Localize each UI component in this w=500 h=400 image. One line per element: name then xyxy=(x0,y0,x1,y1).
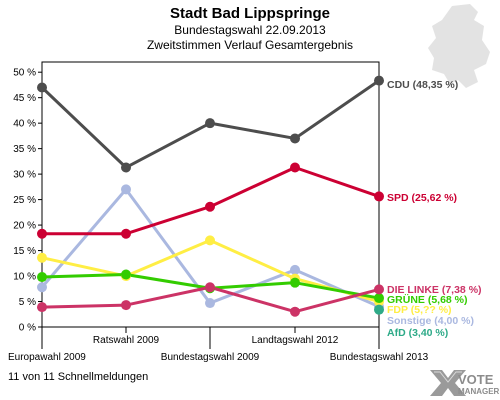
x-tick-label: Bundestagswahl 2013 xyxy=(330,352,429,363)
data-point-cdu xyxy=(37,82,47,93)
data-point-spd xyxy=(37,228,47,239)
series-label-die-linke: DIE LINKE (7,38 %) xyxy=(387,284,482,296)
data-point-gr-ne xyxy=(374,293,384,304)
x-tick-label: Europawahl 2009 xyxy=(8,352,86,363)
y-tick-label: 20 % xyxy=(13,221,36,232)
data-point-die-linke xyxy=(205,282,215,293)
data-point-die-linke xyxy=(121,300,131,311)
logo-vote-text: VOTE xyxy=(458,372,494,387)
germany-map-icon xyxy=(428,4,490,88)
page-title: Stadt Bad Lippspringe xyxy=(170,5,330,22)
series-label-fdp: FDP (5,?? %) xyxy=(387,304,452,316)
vote-manager-x-icon xyxy=(430,370,466,396)
data-point-fdp xyxy=(37,252,47,263)
data-point-afd xyxy=(374,304,384,315)
x-tick-label: Ratswahl 2009 xyxy=(93,335,160,346)
data-point-cdu xyxy=(374,75,384,86)
data-point-cdu xyxy=(121,162,131,173)
y-tick-label: 30 % xyxy=(13,170,36,181)
series-label-spd: SPD (25,62 %) xyxy=(387,192,457,204)
data-point-gr-ne xyxy=(37,272,47,283)
series-points xyxy=(37,75,384,317)
data-point-cdu xyxy=(290,133,300,144)
series-label-afd: AfD (3,40 %) xyxy=(387,327,448,339)
y-tick-label: 40 % xyxy=(13,119,36,130)
data-point-spd xyxy=(205,201,215,212)
chart-subtitle-description: Zweitstimmen Verlauf Gesamtergebnis xyxy=(147,38,353,52)
data-point-sonstige xyxy=(205,298,215,309)
logo-manager-text: MANAGER xyxy=(458,387,500,396)
x-tick-label: Landtagswahl 2012 xyxy=(252,335,339,346)
data-point-cdu xyxy=(205,118,215,129)
y-tick-label: 25 % xyxy=(13,195,36,206)
chart-subtitle-date: Bundestagswahl 22.09.2013 xyxy=(174,23,326,37)
y-tick-label: 35 % xyxy=(13,144,36,155)
data-point-fdp xyxy=(205,235,215,246)
data-point-die-linke xyxy=(37,302,47,313)
data-point-gr-ne xyxy=(290,277,300,288)
y-tick-label: 15 % xyxy=(13,246,36,257)
series-label-cdu: CDU (48,35 %) xyxy=(387,79,458,91)
y-tick-label: 50 % xyxy=(13,68,36,79)
vote-manager-logo: VOTE MANAGER xyxy=(430,370,500,396)
data-point-spd xyxy=(290,162,300,173)
y-tick-label: 5 % xyxy=(19,297,36,308)
y-tick-label: 0 % xyxy=(19,323,36,334)
data-point-spd xyxy=(374,191,384,202)
data-point-die-linke xyxy=(290,306,300,317)
data-point-spd xyxy=(121,228,131,239)
data-point-sonstige xyxy=(37,282,47,293)
data-point-die-linke xyxy=(374,284,384,295)
status-text: 11 von 11 Schnellmeldungen xyxy=(8,371,148,383)
x-tick-label: Bundestagswahl 2009 xyxy=(161,352,260,363)
series-end-labels: CDU (48,35 %) SPD (25,62 %) DIE LINKE (7,3… xyxy=(387,79,482,339)
y-tick-label: 45 % xyxy=(13,93,36,104)
data-point-gr-ne xyxy=(121,269,131,280)
data-point-sonstige xyxy=(290,264,300,275)
series-label-sonstige: Sonstige (4,00 %) xyxy=(387,315,474,327)
data-point-sonstige xyxy=(121,184,131,195)
series-label-gr-ne: GRÜNE (5,68 %) xyxy=(387,293,468,306)
y-axis: 0 % 5 % 10 % 15 % 20 % 25 % 30 % 35 % 40 % 45 % 50… xyxy=(13,68,42,334)
y-tick-label: 10 % xyxy=(13,272,36,283)
